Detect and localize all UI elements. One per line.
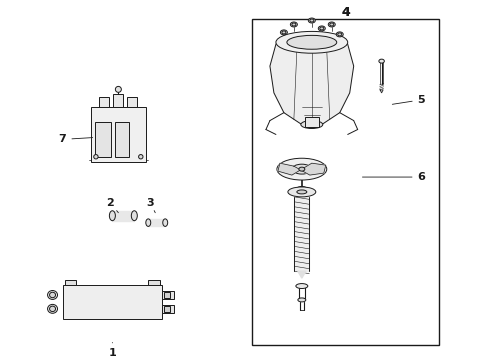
Polygon shape xyxy=(270,44,354,125)
Ellipse shape xyxy=(48,304,57,313)
Ellipse shape xyxy=(297,190,307,194)
Ellipse shape xyxy=(49,306,55,311)
Ellipse shape xyxy=(292,164,312,174)
Bar xyxy=(63,284,162,319)
Ellipse shape xyxy=(287,35,337,49)
Ellipse shape xyxy=(338,33,342,36)
Ellipse shape xyxy=(301,121,323,129)
Bar xyxy=(127,97,137,107)
Ellipse shape xyxy=(330,23,334,26)
Text: 6: 6 xyxy=(363,172,425,182)
Text: 1: 1 xyxy=(108,342,116,359)
Ellipse shape xyxy=(308,18,315,23)
Bar xyxy=(252,18,440,346)
Ellipse shape xyxy=(276,31,348,53)
Ellipse shape xyxy=(277,158,327,180)
Ellipse shape xyxy=(336,32,343,37)
Ellipse shape xyxy=(379,59,384,63)
Ellipse shape xyxy=(109,211,115,221)
Circle shape xyxy=(94,154,98,159)
Ellipse shape xyxy=(131,211,137,221)
Polygon shape xyxy=(148,219,165,226)
Ellipse shape xyxy=(297,186,307,192)
Ellipse shape xyxy=(298,298,306,302)
Text: 2: 2 xyxy=(106,198,119,213)
Ellipse shape xyxy=(296,284,308,288)
Polygon shape xyxy=(380,90,383,93)
Ellipse shape xyxy=(49,292,55,298)
Text: 5: 5 xyxy=(392,95,425,105)
Polygon shape xyxy=(298,271,306,278)
Ellipse shape xyxy=(163,219,168,226)
Ellipse shape xyxy=(282,31,286,34)
Circle shape xyxy=(139,154,143,159)
Text: 4: 4 xyxy=(342,6,350,19)
Ellipse shape xyxy=(288,187,316,197)
Bar xyxy=(95,122,111,157)
Bar xyxy=(164,306,170,312)
Ellipse shape xyxy=(48,291,57,300)
Ellipse shape xyxy=(146,219,151,226)
Ellipse shape xyxy=(318,26,325,31)
Ellipse shape xyxy=(299,167,305,171)
Text: 7: 7 xyxy=(59,134,93,144)
Bar xyxy=(148,280,160,284)
Bar xyxy=(65,280,76,284)
Polygon shape xyxy=(294,197,309,271)
Ellipse shape xyxy=(310,19,314,22)
Bar xyxy=(162,305,174,313)
Circle shape xyxy=(115,86,122,93)
Ellipse shape xyxy=(291,22,297,27)
Ellipse shape xyxy=(328,22,335,27)
Text: 4: 4 xyxy=(342,6,350,19)
Bar xyxy=(115,122,129,157)
Text: 3: 3 xyxy=(147,198,155,213)
Polygon shape xyxy=(112,211,134,221)
Bar xyxy=(113,94,123,107)
Bar xyxy=(305,117,319,126)
Ellipse shape xyxy=(280,30,287,35)
Polygon shape xyxy=(278,163,326,175)
Bar xyxy=(99,97,109,107)
Bar xyxy=(91,107,146,162)
Bar xyxy=(164,292,170,298)
Bar xyxy=(162,291,174,299)
Ellipse shape xyxy=(292,23,296,26)
Ellipse shape xyxy=(320,27,324,30)
